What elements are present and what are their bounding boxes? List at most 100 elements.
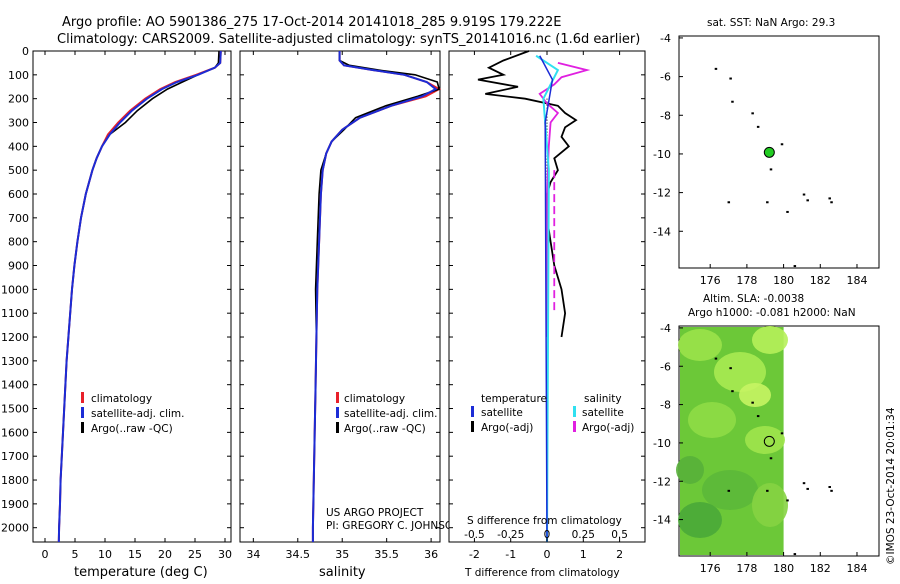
sal-argo-diff-line xyxy=(538,62,591,337)
t-difference-label: T difference from climatology xyxy=(464,567,620,579)
difference-x-axes: -2 -1 0 1 2 -0.5 -0.25 0 0.25 0.5 xyxy=(449,50,645,561)
sla-map-title1: Altim. SLA: -0.0038 xyxy=(703,293,804,305)
map-xtick-label: 184 xyxy=(846,562,867,575)
sla-patch xyxy=(678,502,722,538)
temp-xtick-label: 30 xyxy=(218,548,232,561)
diff-legend-temp-argo-swatch xyxy=(471,421,474,432)
diff-t-tick-label: -1 xyxy=(505,548,516,561)
island xyxy=(766,489,769,492)
depth-tick-label: 700 xyxy=(8,212,29,225)
sla-patch xyxy=(752,483,788,527)
sla-patch xyxy=(752,326,788,354)
map-ytick-label: -14 xyxy=(653,225,671,238)
diff-s-tick-label: 0.5 xyxy=(611,529,628,541)
map-ytick-label: -4 xyxy=(660,32,671,45)
depth-tick-label: 2000 xyxy=(1,522,29,535)
diff-t-tick-label: 0 xyxy=(544,548,551,561)
diff-s-tick-label: -0.25 xyxy=(497,529,524,541)
temperature-x-axis: 0 5 10 15 20 25 30 xyxy=(33,50,232,561)
sst-map-panel: sat. SST: NaN Argo: 29.3 176 178 180 182 184… xyxy=(653,17,880,287)
sal-satellite-diff-line xyxy=(535,54,560,543)
depth-tick-label: 900 xyxy=(8,260,29,273)
diff-legend-temp-sat: satellite xyxy=(481,407,523,419)
difference-panel: -2 -1 0 1 2 -0.5 -0.25 0 0.25 0.5 S difference fr… xyxy=(448,50,646,579)
depth-tick-label: 400 xyxy=(8,140,29,153)
sst-map-frame xyxy=(678,35,880,269)
sal-legend-climatology-swatch xyxy=(336,392,339,403)
island xyxy=(756,415,760,418)
depth-tick-label: 100 xyxy=(8,69,29,82)
island xyxy=(802,193,806,196)
depth-tick-label: 1300 xyxy=(1,355,29,368)
sla-patch xyxy=(678,329,722,361)
depth-axis: 0 100 200 300 400 500 600 700 800 900 1000 1100 1200… xyxy=(1,45,29,535)
island xyxy=(731,390,734,393)
map-xtick-label: 182 xyxy=(810,274,831,287)
map-ytick-label: -12 xyxy=(653,187,671,200)
sst-map-axes: 176 178 180 182 184 -4 -6 -8 -10 -12 -14 xyxy=(653,32,867,287)
salinity-satellite-line xyxy=(311,51,438,542)
legend-argo-swatch xyxy=(81,422,84,433)
depth-tick-label: 1000 xyxy=(1,283,29,296)
sal-xtick-label: 34.5 xyxy=(286,548,311,561)
credit-line1: US ARGO PROJECT xyxy=(326,507,424,519)
salinity-x-axis: 34 34.5 35 35.5 36 xyxy=(240,50,440,561)
diff-t-tick-label: 2 xyxy=(616,548,623,561)
island xyxy=(830,489,833,492)
diff-legend-sal-argo: Argo(-adj) xyxy=(582,422,634,434)
depth-tick-label: 300 xyxy=(8,117,29,130)
sla-patch xyxy=(676,456,704,484)
temp-xtick-label: 5 xyxy=(72,548,79,561)
timestamp-label: ©IMOS 23-Oct-2014 20:01:34 xyxy=(885,407,897,565)
map-xtick-label: 182 xyxy=(810,562,831,575)
salinity-panel-frame xyxy=(239,50,441,543)
sst-map-islands xyxy=(714,67,833,268)
difference-profiles xyxy=(477,50,591,543)
diff-s-tick-label: -0.5 xyxy=(464,529,485,541)
temperature-panel: 0 5 10 15 20 25 30 temperature (deg C) climato… xyxy=(32,50,232,580)
island xyxy=(766,201,769,204)
temp-xtick-label: 20 xyxy=(158,548,172,561)
diff-legend-temp-sat-swatch xyxy=(471,406,474,417)
island xyxy=(714,357,718,360)
depth-tick-label: 1900 xyxy=(1,498,29,511)
depth-tick-label: 0 xyxy=(22,45,29,58)
salinity-profiles xyxy=(311,51,442,542)
depth-tick-label: 1200 xyxy=(1,331,29,344)
argo-float-marker xyxy=(763,146,775,158)
sal-xtick-label: 36 xyxy=(424,548,438,561)
island xyxy=(756,125,760,128)
island xyxy=(729,77,732,80)
island xyxy=(769,457,773,460)
map-xtick-label: 178 xyxy=(736,562,757,575)
depth-tick-label: 1800 xyxy=(1,474,29,487)
sla-patch xyxy=(739,383,771,407)
map-ytick-label: -4 xyxy=(660,322,671,335)
temp-xtick-label: 15 xyxy=(128,548,142,561)
depth-tick-label: 500 xyxy=(8,164,29,177)
island xyxy=(780,143,784,146)
sal-legend-climatology: climatology xyxy=(344,393,405,405)
map-xtick-label: 178 xyxy=(736,274,757,287)
island xyxy=(793,265,797,268)
temp-satellite-diff-line xyxy=(539,55,554,543)
depth-tick-label: 1100 xyxy=(1,307,29,320)
diff-legend-salinity: salinity xyxy=(584,393,622,405)
island xyxy=(786,210,789,213)
legend-satellite-swatch xyxy=(81,407,84,418)
diff-s-tick-label: 0 xyxy=(544,529,551,541)
s-difference-label: S difference from climatology xyxy=(467,515,622,527)
depth-tick-label: 1600 xyxy=(1,426,29,439)
sal-legend-satellite-swatch xyxy=(336,407,339,418)
legend-climatology: climatology xyxy=(91,393,152,405)
map-ytick-label: -6 xyxy=(660,360,671,373)
island xyxy=(731,100,734,103)
island xyxy=(729,367,732,370)
island xyxy=(769,168,773,171)
island xyxy=(806,487,809,490)
credit-line2: PI: GREGORY C. JOHNSON xyxy=(326,520,461,532)
sal-legend-satellite: satellite-adj. clim. xyxy=(344,408,437,420)
temp-xtick-label: 10 xyxy=(98,548,112,561)
salinity-xlabel: salinity xyxy=(319,565,366,580)
